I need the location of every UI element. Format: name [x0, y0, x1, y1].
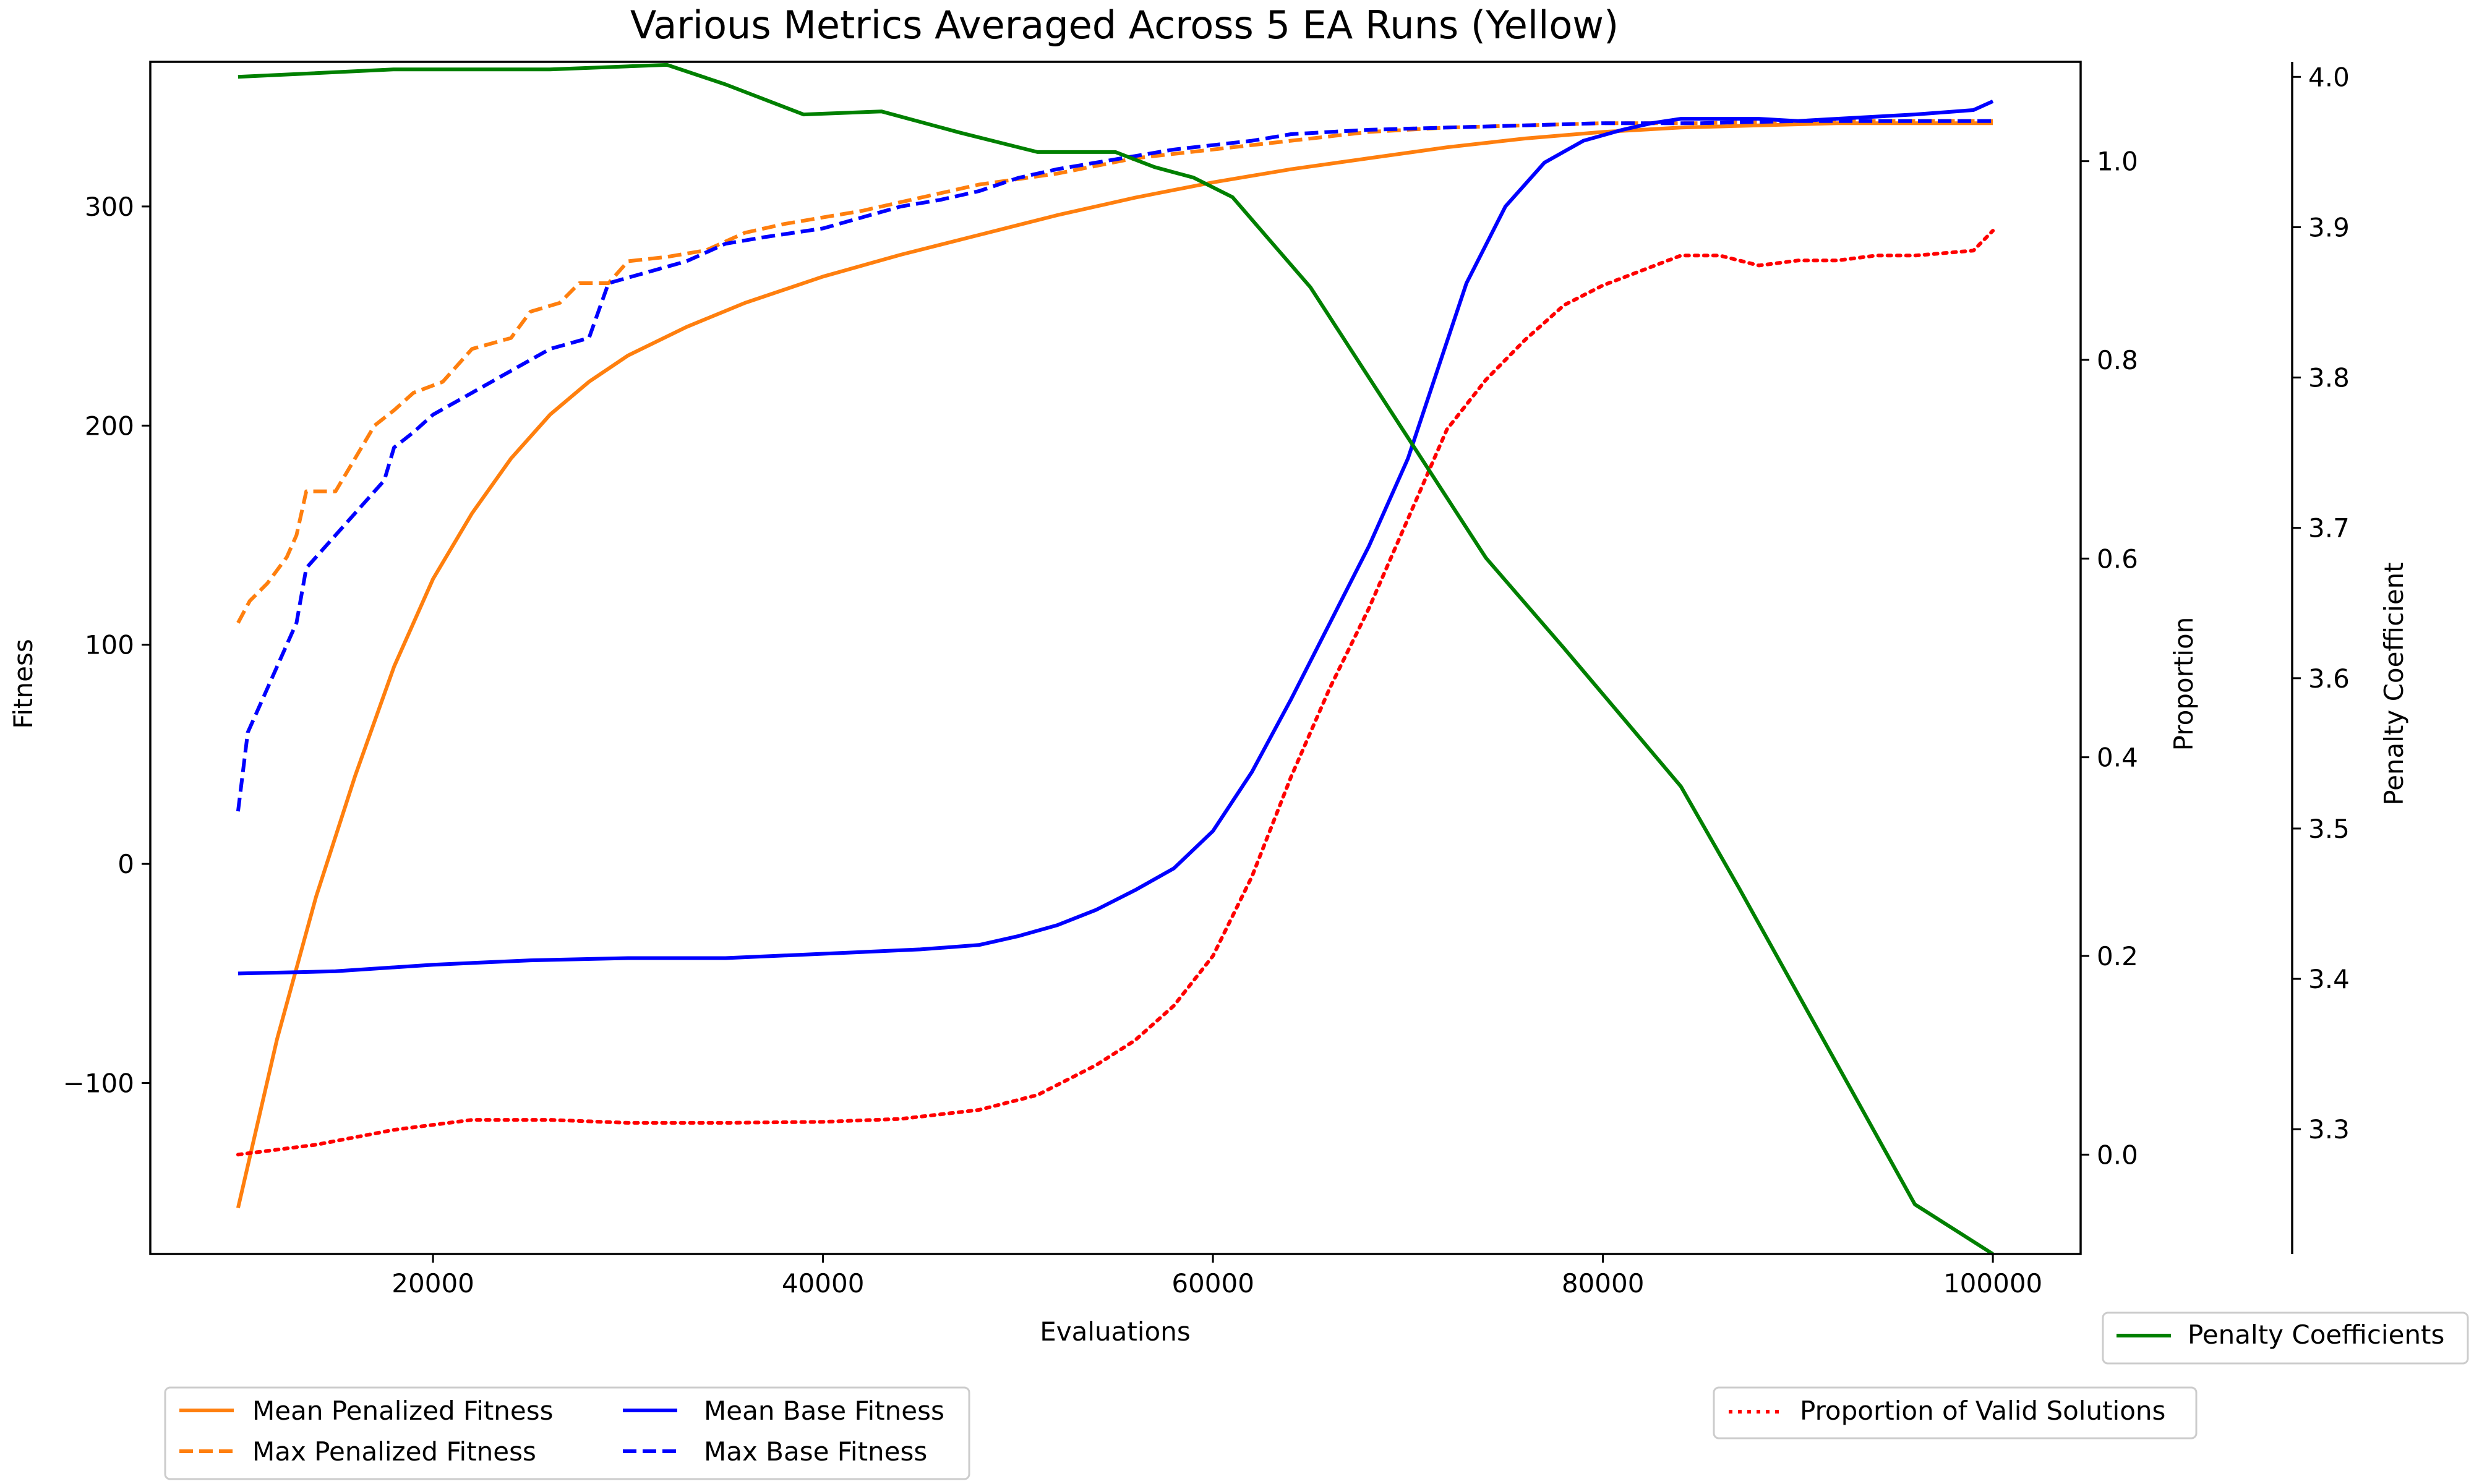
penalty-tick-label: 3.6: [2308, 663, 2350, 694]
plot-frame: [149, 61, 2082, 1255]
x-axis-label: Evaluations: [1040, 1316, 1191, 1347]
penalty-tick-label: 3.3: [2308, 1114, 2350, 1145]
fitness-tick-label: 0: [118, 849, 134, 879]
proportion-axis-ticks: 0.0 0.2 0.4 0.6 0.8 1.0: [2081, 147, 2138, 1170]
legend-label-mean-base: Mean Base Fitness: [704, 1396, 944, 1426]
series-line-proportion-of-valid-solutions: [236, 229, 1995, 1157]
x-axis-ticks: 20000 40000 60000 80000 100000: [392, 1254, 2042, 1298]
chart-title: Various Metrics Averaged Across 5 EA Run…: [630, 2, 1619, 48]
x-tick-label: 40000: [782, 1268, 865, 1298]
fitness-tick-label: 300: [85, 192, 134, 222]
x-tick-label: 80000: [1562, 1268, 1645, 1298]
series-line-max-penalized-fitness: [236, 119, 1993, 624]
proportion-tick-label: 0.0: [2097, 1140, 2138, 1170]
x-tick-label: 20000: [392, 1268, 474, 1298]
penalty-axis-ticks: 3.3 3.4 3.5 3.6 3.7 3.8 3.9 4.0: [2292, 62, 2350, 1145]
legend-label-max-penalized: Max Penalized Fitness: [252, 1436, 536, 1467]
fitness-axis-label: Fitness: [8, 639, 38, 728]
legend-proportion-frame: [1713, 1386, 2198, 1439]
proportion-tick-label: 0.8: [2097, 345, 2138, 375]
plot-lines: [236, 62, 1995, 1256]
proportion-tick-label: 0.6: [2097, 544, 2138, 574]
legend-fitness: Mean Penalized Fitness Max Penalized Fit…: [164, 1386, 970, 1480]
fitness-tick-label: 100: [85, 630, 134, 660]
legend-label-max-base: Max Base Fitness: [704, 1436, 927, 1467]
legend-fitness-frame: [164, 1386, 970, 1480]
legend-penalty-frame: [2102, 1311, 2469, 1365]
legend-proportion: Proportion of Valid Solutions: [1713, 1386, 2198, 1439]
series-line-penalty-coefficients: [238, 62, 1994, 1256]
proportion-tick-label: 0.4: [2097, 743, 2138, 773]
series-line-max-base-fitness: [236, 119, 1993, 812]
legend-label-valid-proportion: Proportion of Valid Solutions: [1800, 1396, 2165, 1426]
proportion-axis-label: Proportion: [2168, 617, 2199, 751]
penalty-tick-label: 4.0: [2308, 62, 2350, 92]
series-line-mean-base-fitness: [238, 100, 1994, 976]
legend-penalty: Penalty Coefficients: [2102, 1311, 2469, 1365]
penalty-tick-label: 3.9: [2308, 212, 2350, 242]
x-tick-label: 60000: [1171, 1268, 1254, 1298]
proportion-tick-label: 1.0: [2097, 147, 2138, 177]
series-line-mean-penalized-fitness: [236, 121, 1993, 1209]
fitness-tick-label: 200: [85, 411, 134, 441]
penalty-tick-label: 3.4: [2308, 964, 2350, 994]
penalty-tick-label: 3.5: [2308, 814, 2350, 844]
penalty-tick-label: 3.7: [2308, 513, 2350, 544]
x-tick-label: 100000: [1943, 1268, 2042, 1298]
fitness-tick-label: −100: [63, 1068, 134, 1099]
legend-label-penalty: Penalty Coefficients: [2188, 1320, 2444, 1350]
penalty-tick-label: 3.8: [2308, 363, 2350, 393]
proportion-tick-label: 0.2: [2097, 941, 2138, 971]
penalty-axis-label: Penalty Coefficient: [2379, 562, 2409, 806]
fitness-axis-ticks: −100 0 100 200 300: [63, 192, 150, 1099]
legend-label-mean-penalized: Mean Penalized Fitness: [252, 1396, 554, 1426]
